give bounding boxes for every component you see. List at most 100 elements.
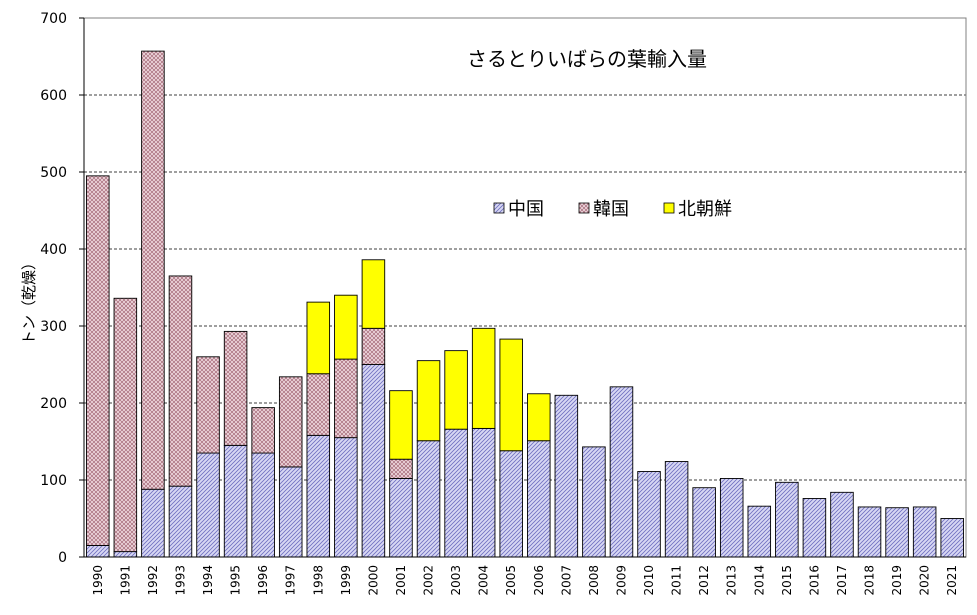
bar-china-2010: [637, 471, 661, 558]
y-tick-label: 700: [40, 11, 67, 27]
bar-china-2021: [940, 518, 964, 558]
x-tick-label: 2021: [945, 565, 959, 596]
bar-china-2000: [361, 364, 386, 558]
bar-china-2014: [747, 505, 772, 558]
y-tick-label: 600: [40, 88, 67, 104]
x-tick-label: 2018: [863, 565, 877, 596]
x-tick-label: 2020: [918, 565, 932, 596]
bar-korea-1999: [334, 358, 358, 439]
bar-korea-2001: [389, 458, 413, 479]
bar-china-2009: [609, 386, 634, 558]
x-tick-label: 1992: [146, 565, 160, 596]
bar-korea-1990: [86, 175, 110, 546]
y-tick-label: 500: [40, 165, 67, 181]
bar-north-korea-2004: [471, 327, 496, 429]
x-tick-label: 2002: [422, 565, 436, 596]
bar-korea-1997: [278, 376, 303, 468]
bar-china-2013: [719, 478, 744, 558]
bar-korea-1991: [113, 297, 138, 553]
x-tick-label: 2010: [642, 565, 656, 596]
legend-label-korea: 韓国: [593, 199, 629, 220]
bar-north-korea-2003: [444, 350, 468, 430]
bar-china-2003: [444, 428, 468, 558]
legend-swatch-north-korea: [663, 202, 675, 214]
bar-china-2007: [554, 394, 579, 558]
bar-china-1990: [86, 545, 110, 558]
bar-korea-2000: [361, 327, 386, 365]
bar-china-1992: [141, 488, 165, 558]
bar-china-2012: [692, 487, 716, 558]
bar-china-2017: [830, 491, 854, 558]
bar-china-2016: [802, 498, 827, 558]
bar-china-2019: [885, 507, 909, 558]
bar-north-korea-1998: [306, 301, 331, 375]
x-tick-label: 1995: [229, 565, 243, 596]
bar-china-1995: [223, 444, 248, 558]
x-tick-label: 1998: [311, 565, 325, 596]
x-tick-label: 2000: [366, 565, 380, 596]
bar-china-2002: [416, 440, 441, 558]
bar-china-1999: [334, 437, 358, 558]
bar-china-2020: [912, 506, 937, 558]
x-tick-label: 2007: [559, 565, 573, 596]
x-tick-label: 2006: [532, 565, 546, 596]
x-tick-label: 1997: [284, 565, 298, 596]
y-tick-label: 0: [58, 550, 67, 566]
x-tick-label: 2005: [504, 565, 518, 596]
x-tick-label: 1996: [256, 565, 270, 596]
bar-north-korea-2002: [416, 360, 441, 442]
x-tick-label: 2013: [725, 565, 739, 596]
x-tick-label: 2017: [835, 565, 849, 596]
x-tick-label: 2001: [394, 565, 408, 596]
bar-korea-1998: [306, 373, 331, 436]
bar-china-2018: [857, 506, 882, 558]
x-tick-label: 2015: [780, 565, 794, 596]
x-tick-label: 2003: [449, 565, 463, 596]
bar-north-korea-1999: [334, 294, 358, 360]
x-tick-label: 2004: [477, 565, 491, 596]
bar-north-korea-2006: [527, 393, 551, 442]
chart-title: さるとりいばらの葉輸入量: [467, 47, 707, 71]
legend-label-china: 中国: [508, 199, 544, 220]
axes: 0 100 200 300 400 500 600 700 1990 1991 1992 1993 19…: [40, 11, 967, 596]
bar-korea-1993: [168, 275, 193, 487]
legend-label-north-korea: 北朝鮮: [678, 199, 732, 220]
y-tick-label: 400: [40, 242, 67, 258]
x-tick-label: 2011: [670, 565, 684, 596]
bars: [86, 50, 964, 558]
bar-korea-1995: [223, 330, 248, 446]
y-tick-label: 100: [40, 473, 67, 489]
x-tick-label: 2012: [697, 565, 711, 596]
bar-north-korea-2005: [499, 338, 523, 452]
bar-china-2011: [664, 461, 689, 558]
bar-korea-1996: [251, 407, 275, 454]
x-tick-label: 2016: [807, 565, 821, 596]
bar-china-1996: [251, 452, 275, 558]
x-tick-label: 1993: [173, 565, 187, 596]
bar-china-1997: [278, 466, 303, 558]
bar-china-2004: [471, 427, 496, 558]
x-tick-label: 1999: [339, 565, 353, 596]
bar-china-2001: [389, 478, 413, 558]
x-tick-label: 1990: [91, 565, 105, 596]
y-tick-label: 300: [40, 319, 67, 335]
bar-china-1994: [196, 452, 220, 558]
legend-swatch-korea: [578, 202, 590, 214]
bar-north-korea-2000: [361, 259, 386, 329]
bar-china-1998: [306, 434, 331, 558]
x-tick-label: 2009: [614, 565, 628, 596]
bar-china-2008: [582, 446, 606, 558]
legend-swatch-china: [493, 202, 505, 214]
x-tick-label: 1991: [118, 565, 132, 596]
bar-china-2015: [775, 481, 799, 558]
bar-china-2006: [527, 440, 551, 558]
x-tick-label: 2014: [752, 565, 766, 596]
y-tick-label: 200: [40, 396, 67, 412]
legend: 中国 韓国 北朝鮮: [493, 199, 732, 220]
y-axis-label: トン（乾燥）: [20, 255, 38, 345]
bar-korea-1994: [196, 356, 220, 454]
bar-china-1991: [113, 551, 138, 558]
bar-korea-1992: [141, 50, 165, 490]
